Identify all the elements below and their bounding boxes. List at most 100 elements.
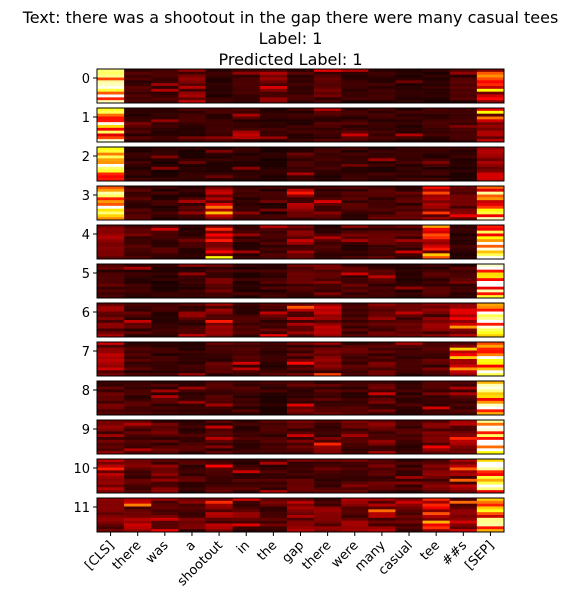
heatmap-cell (449, 147, 478, 151)
heatmap-cell (151, 437, 179, 441)
heatmap-cell (286, 230, 315, 234)
heatmap-cell (259, 113, 288, 117)
heatmap-cell (124, 442, 152, 446)
heatmap-cell (395, 451, 423, 455)
heatmap-cell (178, 498, 206, 502)
heatmap-cell (259, 269, 288, 273)
heatmap-cell (97, 275, 125, 279)
heatmap-cell (449, 172, 478, 176)
heatmap-cell (286, 253, 315, 257)
heatmap-cell (422, 269, 451, 273)
heatmap-cell (151, 322, 179, 326)
heatmap-cell (314, 275, 342, 279)
heatmap-cell (151, 487, 179, 491)
heatmap-cell (476, 125, 505, 129)
heatmap-cell (476, 278, 505, 282)
heatmap-cell (205, 289, 233, 293)
heatmap-cell (422, 400, 451, 404)
heatmap-cell (476, 325, 505, 329)
heatmap-cell (124, 71, 152, 75)
heatmap-cell (449, 445, 478, 449)
heatmap-cell (205, 91, 233, 95)
heatmap-cell (124, 459, 152, 463)
heatmap-cell (476, 409, 505, 413)
heatmap-cell (205, 161, 233, 165)
heatmap-cell (151, 227, 179, 231)
heatmap-cell (395, 283, 423, 287)
heatmap-cell (97, 110, 125, 114)
heatmap-cell (395, 459, 423, 463)
heatmap-cell (286, 353, 315, 357)
heatmap-cell (259, 322, 288, 326)
heatmap-cell (232, 437, 261, 441)
heatmap-cell (259, 256, 288, 260)
heatmap-cell (178, 269, 206, 273)
heatmap-cell (476, 191, 505, 195)
heatmap-cell (232, 353, 261, 357)
heatmap-cell (286, 214, 315, 218)
heatmap-cell (422, 322, 451, 326)
heatmap-cell (422, 110, 451, 114)
heatmap-cell (259, 178, 288, 182)
heatmap-cell (97, 133, 125, 137)
heatmap-cell (151, 325, 179, 329)
heatmap-cell (422, 244, 451, 248)
heatmap-cell (97, 412, 125, 416)
heatmap-cell (341, 94, 369, 98)
heatmap-cell (232, 425, 261, 429)
heatmap-cell (476, 122, 505, 126)
heatmap-cell (422, 305, 451, 309)
heatmap-cell (476, 347, 505, 351)
heatmap-cell (368, 389, 396, 393)
heatmap-cell (232, 200, 261, 204)
heatmap-cell (314, 400, 342, 404)
heatmap-cell (314, 428, 342, 432)
heatmap-cell (395, 244, 423, 248)
heatmap-cell (314, 133, 342, 137)
heatmap-cell (449, 350, 478, 354)
heatmap-cell (232, 125, 261, 129)
heatmap-cell (151, 127, 179, 131)
heatmap-cell (422, 509, 451, 513)
heatmap-cell (178, 166, 206, 170)
heatmap-cell (395, 325, 423, 329)
heatmap-cell (151, 164, 179, 168)
heatmap-cell (286, 361, 315, 365)
heatmap-cell (476, 275, 505, 279)
heatmap-cell (124, 205, 152, 209)
heatmap-cell (124, 166, 152, 170)
heatmap-cell (368, 155, 396, 159)
heatmap-cell (286, 350, 315, 354)
heatmap-cell (449, 356, 478, 360)
heatmap-cell (151, 77, 179, 81)
heatmap-cell (124, 91, 152, 95)
heatmap-cell (205, 448, 233, 452)
heatmap-cell (97, 439, 125, 443)
heatmap-cell (449, 139, 478, 143)
heatmap-cell (368, 487, 396, 491)
heatmap-cell (205, 164, 233, 168)
heatmap-cell (178, 295, 206, 299)
heatmap-cell (232, 217, 261, 221)
heatmap-cell (205, 230, 233, 234)
heatmap-cell (314, 500, 342, 504)
heatmap-cell (151, 386, 179, 390)
heatmap-cell (341, 420, 369, 424)
heatmap-cell (259, 94, 288, 98)
heatmap-cell (97, 214, 125, 218)
heatmap-cell (368, 305, 396, 309)
heatmap-cell (124, 197, 152, 201)
heatmap-cell (124, 227, 152, 231)
heatmap-cell (205, 308, 233, 312)
heatmap-cell (97, 373, 125, 377)
heatmap-cell (476, 186, 505, 190)
heatmap-cell (368, 367, 396, 371)
heatmap-cell (422, 188, 451, 192)
heatmap-cell (124, 500, 152, 504)
heatmap-cell (341, 108, 369, 112)
heatmap-cell (449, 370, 478, 374)
heatmap-cell (449, 91, 478, 95)
heatmap-cell (259, 389, 288, 393)
heatmap-cell (286, 283, 315, 287)
heatmap-cell (124, 161, 152, 165)
